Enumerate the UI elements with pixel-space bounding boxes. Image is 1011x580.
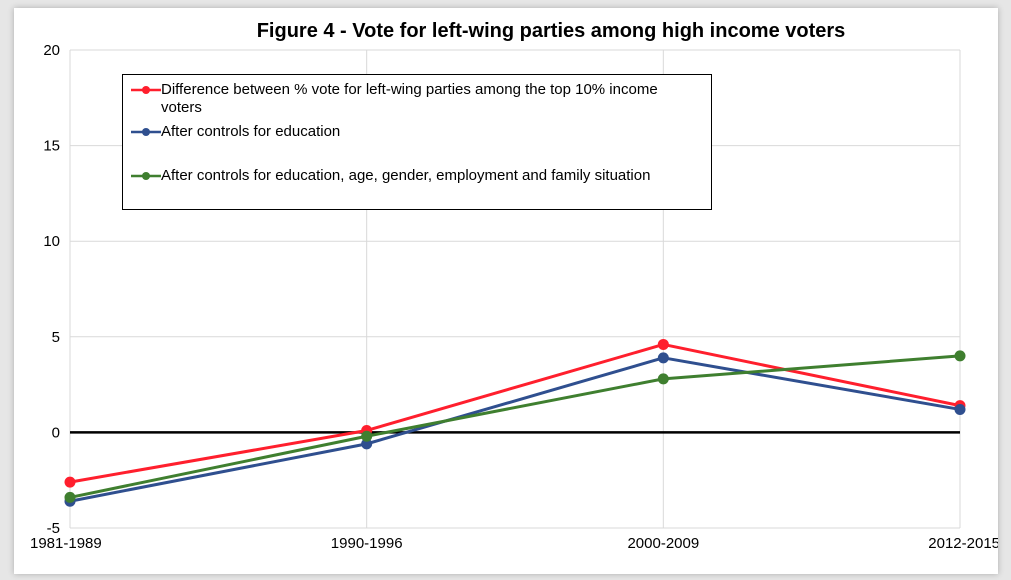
series-line-2 bbox=[69, 356, 961, 503]
data-point-series-1 bbox=[64, 476, 76, 488]
y-tick-label: 10 bbox=[43, 233, 60, 250]
data-point-series-2 bbox=[954, 403, 966, 415]
y-tick-label: 15 bbox=[43, 138, 60, 155]
series-line-3 bbox=[69, 354, 961, 499]
data-point-series-3 bbox=[954, 350, 966, 362]
data-point-series-2 bbox=[657, 352, 669, 364]
legend-item-series-2: After controls for education bbox=[131, 123, 691, 141]
legend-item-series-3: After controls for education, age, gende… bbox=[131, 167, 706, 185]
y-tick-label: 0 bbox=[52, 424, 60, 441]
chart-legend: Difference between % vote for left-wing … bbox=[122, 74, 712, 210]
y-tick-label: -5 bbox=[47, 520, 60, 537]
x-tick-label: 1990-1996 bbox=[331, 535, 403, 552]
y-tick-label: 5 bbox=[52, 329, 60, 346]
x-tick-label: 2012-2015 bbox=[928, 535, 998, 552]
data-point-series-2 bbox=[361, 438, 373, 450]
legend-label-series-2: After controls for education bbox=[161, 123, 341, 140]
chart-frame: Figure 4 - Vote for left-wing parties am… bbox=[14, 8, 998, 574]
data-point-series-1 bbox=[657, 338, 669, 350]
data-point-series-3 bbox=[361, 430, 373, 442]
y-tick-label: 20 bbox=[43, 42, 60, 59]
legend-swatch-series-3 bbox=[131, 172, 161, 180]
legend-label-series-1: Difference between % vote for left-wing … bbox=[161, 81, 658, 116]
legend-swatch-series-2 bbox=[131, 128, 161, 136]
x-tick-label: 1981-1989 bbox=[30, 535, 102, 552]
series-line-1 bbox=[69, 342, 961, 484]
data-point-series-3 bbox=[64, 491, 76, 503]
legend-item-series-1: Difference between % vote for left-wing … bbox=[131, 81, 691, 117]
data-point-series-3 bbox=[657, 373, 669, 385]
x-tick-label: 2000-2009 bbox=[627, 535, 699, 552]
legend-label-series-3: After controls for education, age, gende… bbox=[161, 167, 651, 184]
chart-title: Figure 4 - Vote for left-wing parties am… bbox=[256, 20, 846, 42]
legend-swatch-series-1 bbox=[131, 86, 161, 94]
